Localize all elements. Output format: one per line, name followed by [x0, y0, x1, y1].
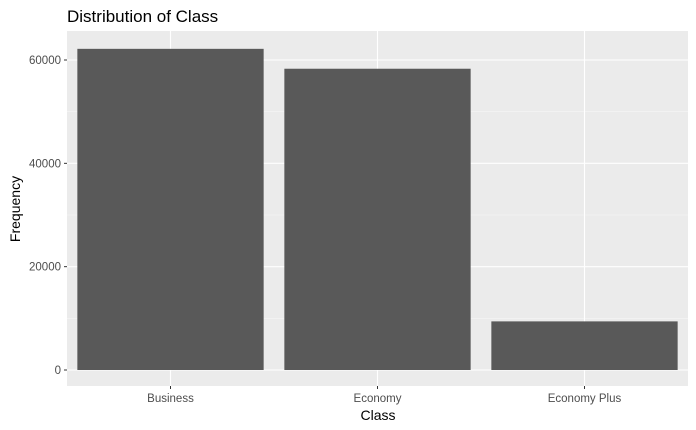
x-tick-label: Economy: [354, 393, 402, 405]
y-tick-label: 0: [55, 365, 61, 377]
y-axis-title: Frequency: [7, 176, 23, 242]
y-tick-label: 40000: [29, 158, 61, 170]
x-tick-label: Economy Plus: [548, 393, 622, 405]
bar-economy-plus: [491, 321, 678, 370]
bar-business: [77, 48, 264, 371]
x-tick-label: Business: [147, 393, 194, 405]
y-axis: 0 20000 40000 60000: [29, 55, 67, 377]
y-tick-label: 60000: [29, 55, 61, 67]
y-tick-label: 20000: [29, 262, 61, 274]
bars: [77, 48, 678, 371]
x-axis-title: Class: [360, 407, 395, 423]
bar-economy: [284, 68, 471, 371]
x-axis: Business Economy Economy Plus: [147, 386, 621, 405]
chart-title: Distribution of Class: [67, 7, 218, 26]
